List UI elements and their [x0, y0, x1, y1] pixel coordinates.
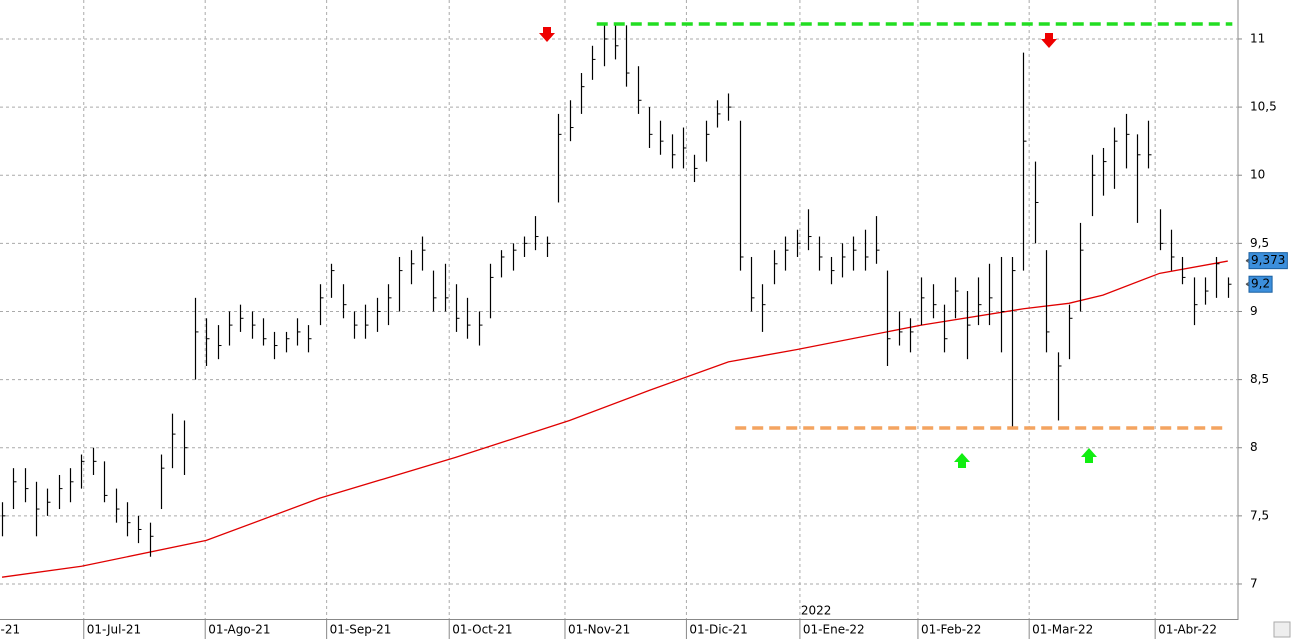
x-tick-label: -21	[1, 623, 21, 637]
price-label-box	[1248, 252, 1288, 270]
x-tick-label: 01-Ago-21	[208, 623, 270, 637]
y-tick-label: 9	[1250, 304, 1258, 318]
moving-average	[1, 260, 1228, 578]
price-label: 9,373	[1251, 253, 1285, 267]
y-tick-label: 8	[1250, 440, 1258, 454]
y-tick-label: 11	[1250, 31, 1265, 45]
y-tick-label: 7	[1250, 576, 1258, 590]
x-tick-label: 01-Dic-21	[689, 623, 747, 637]
x-tick-label: 01-Abr-22	[1158, 623, 1217, 637]
buy-arrow	[954, 453, 970, 468]
x-tick-label: 01-Jul-21	[87, 623, 141, 637]
x-tick-label: 01-Sep-21	[330, 623, 392, 637]
y-tick-label: 8,5	[1250, 372, 1269, 386]
x-tick-label: 01-Nov-21	[568, 623, 630, 637]
y-tick-label: 9,5	[1250, 236, 1269, 250]
sell-arrow	[539, 27, 555, 42]
price-label: 9,2	[1251, 277, 1270, 291]
y-tick-label: 10,5	[1250, 100, 1277, 114]
y-tick-label: 10	[1250, 168, 1265, 182]
y-tick-label: 7,5	[1250, 508, 1269, 522]
x-tick-label: 01-Oct-21	[452, 623, 512, 637]
x-tick-label: 01-Feb-22	[921, 623, 981, 637]
settings-icon[interactable]	[1273, 621, 1291, 638]
x-tick-label: 01-Mar-22	[1032, 623, 1093, 637]
plot-area	[0, 0, 1238, 619]
price-label-box	[1248, 275, 1273, 293]
x-tick-label: 01-Ene-22	[803, 623, 865, 637]
year-label: 2022	[801, 604, 832, 618]
sell-arrow	[1041, 33, 1057, 48]
buy-arrow	[1081, 448, 1097, 463]
